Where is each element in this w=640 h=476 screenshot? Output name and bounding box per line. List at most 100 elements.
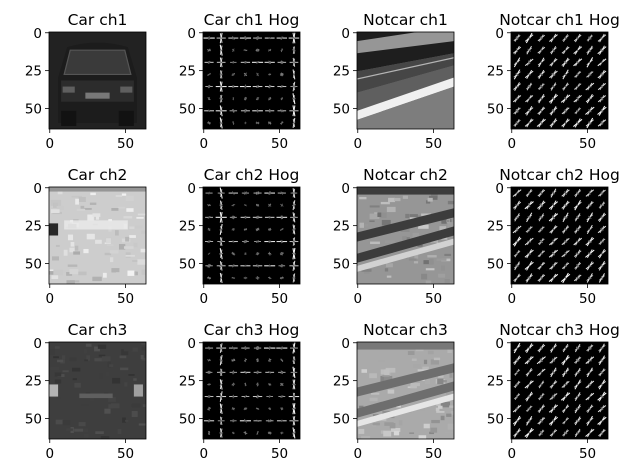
axes-frame <box>48 341 147 440</box>
panel-title: Car ch1 <box>68 11 128 29</box>
y-tick-label: 0 <box>33 336 42 352</box>
panel-5: Car ch2 0 25 50 0 50 <box>25 166 147 307</box>
x-tick-label: 0 <box>45 446 54 462</box>
x-tick-label: 50 <box>271 136 288 152</box>
y-tick-label: 0 <box>33 26 42 42</box>
panel-title: Notcar ch1 Hog <box>499 11 620 29</box>
x-tick-label: 0 <box>353 136 362 152</box>
y-tick-label: 25 <box>333 374 350 390</box>
x-tick-label: 50 <box>117 136 134 152</box>
x-tick-label: 0 <box>353 291 362 307</box>
axes-frame <box>510 341 609 440</box>
panel-title: Car ch3 Hog <box>204 321 300 339</box>
hog-image <box>203 342 300 439</box>
y-tick-label: 25 <box>487 374 504 390</box>
panel-title: Notcar ch2 <box>363 166 448 184</box>
y-tick-label: 25 <box>179 219 196 235</box>
y-tick-label: 50 <box>25 412 42 428</box>
y-tick-label: 0 <box>341 181 350 197</box>
panel-7: Notcar ch2 0 25 50 0 50 <box>333 166 455 307</box>
channel-image <box>49 342 146 439</box>
panel-11: Notcar ch3 0 25 50 0 50 <box>333 321 455 462</box>
y-tick-label: 50 <box>333 257 350 273</box>
panel-9: Car ch3 0 25 50 0 50 <box>25 321 147 462</box>
axes-frame <box>48 31 147 130</box>
panel-2: Car ch1 Hog 0 25 50 0 50 <box>179 11 301 152</box>
panel-title: Notcar ch3 Hog <box>499 321 620 339</box>
x-tick-label: 0 <box>507 136 516 152</box>
x-tick-label: 0 <box>199 291 208 307</box>
y-tick-label: 25 <box>25 64 42 80</box>
y-tick-label: 0 <box>187 336 196 352</box>
y-tick-label: 25 <box>25 374 42 390</box>
panel-title: Car ch3 <box>68 321 128 339</box>
hog-image <box>511 187 608 284</box>
channel-image <box>357 342 454 439</box>
panel-6: Car ch2 Hog 0 25 50 0 50 <box>179 166 301 307</box>
y-tick-label: 50 <box>487 102 504 118</box>
y-tick-label: 0 <box>187 26 196 42</box>
panel-title: Notcar ch1 <box>363 11 448 29</box>
panel-title: Car ch2 <box>68 166 128 184</box>
y-tick-label: 25 <box>25 219 42 235</box>
channel-image <box>49 32 146 129</box>
x-tick-label: 50 <box>425 291 442 307</box>
y-tick-label: 0 <box>341 26 350 42</box>
x-tick-label: 0 <box>45 291 54 307</box>
axes-frame <box>510 186 609 285</box>
y-tick-label: 0 <box>187 181 196 197</box>
y-tick-label: 50 <box>333 412 350 428</box>
axes-frame <box>48 186 147 285</box>
x-tick-label: 0 <box>199 136 208 152</box>
panel-1: Car ch1 0 25 50 0 50 <box>25 11 147 152</box>
y-tick-label: 50 <box>487 257 504 273</box>
hog-image <box>511 342 608 439</box>
y-tick-label: 25 <box>179 64 196 80</box>
x-tick-label: 50 <box>117 291 134 307</box>
axes-frame <box>510 31 609 130</box>
x-tick-label: 50 <box>117 446 134 462</box>
axes-frame <box>202 186 301 285</box>
y-tick-label: 50 <box>179 412 196 428</box>
panel-title: Notcar ch2 Hog <box>499 166 620 184</box>
x-tick-label: 0 <box>199 446 208 462</box>
panel-10: Car ch3 Hog 0 25 50 0 50 <box>179 321 301 462</box>
hog-image <box>203 32 300 129</box>
channel-image <box>357 187 454 284</box>
x-tick-label: 50 <box>579 446 596 462</box>
y-tick-label: 50 <box>25 102 42 118</box>
hog-image <box>511 32 608 129</box>
axes-frame <box>356 186 455 285</box>
panel-3: Notcar ch1 0 25 50 0 50 <box>333 11 455 152</box>
panel-title: Car ch2 Hog <box>204 166 300 184</box>
axes-frame <box>202 31 301 130</box>
axes-frame <box>356 341 455 440</box>
x-tick-label: 0 <box>45 136 54 152</box>
x-tick-label: 50 <box>579 136 596 152</box>
channel-image <box>357 32 454 129</box>
y-tick-label: 0 <box>495 336 504 352</box>
y-tick-label: 25 <box>487 219 504 235</box>
y-tick-label: 0 <box>341 336 350 352</box>
y-tick-label: 25 <box>487 64 504 80</box>
x-tick-label: 50 <box>271 446 288 462</box>
y-tick-label: 0 <box>33 181 42 197</box>
axes-frame <box>356 31 455 130</box>
y-tick-label: 50 <box>179 257 196 273</box>
y-tick-label: 50 <box>179 102 196 118</box>
x-tick-label: 50 <box>271 291 288 307</box>
panel-title: Car ch1 Hog <box>204 11 300 29</box>
hog-image <box>203 187 300 284</box>
panel-title: Notcar ch3 <box>363 321 448 339</box>
y-tick-label: 50 <box>487 412 504 428</box>
x-tick-label: 50 <box>425 136 442 152</box>
y-tick-label: 0 <box>495 181 504 197</box>
x-tick-label: 0 <box>507 446 516 462</box>
x-tick-label: 50 <box>425 446 442 462</box>
y-tick-label: 25 <box>333 64 350 80</box>
y-tick-label: 50 <box>333 102 350 118</box>
y-tick-label: 25 <box>179 374 196 390</box>
y-tick-label: 25 <box>333 219 350 235</box>
